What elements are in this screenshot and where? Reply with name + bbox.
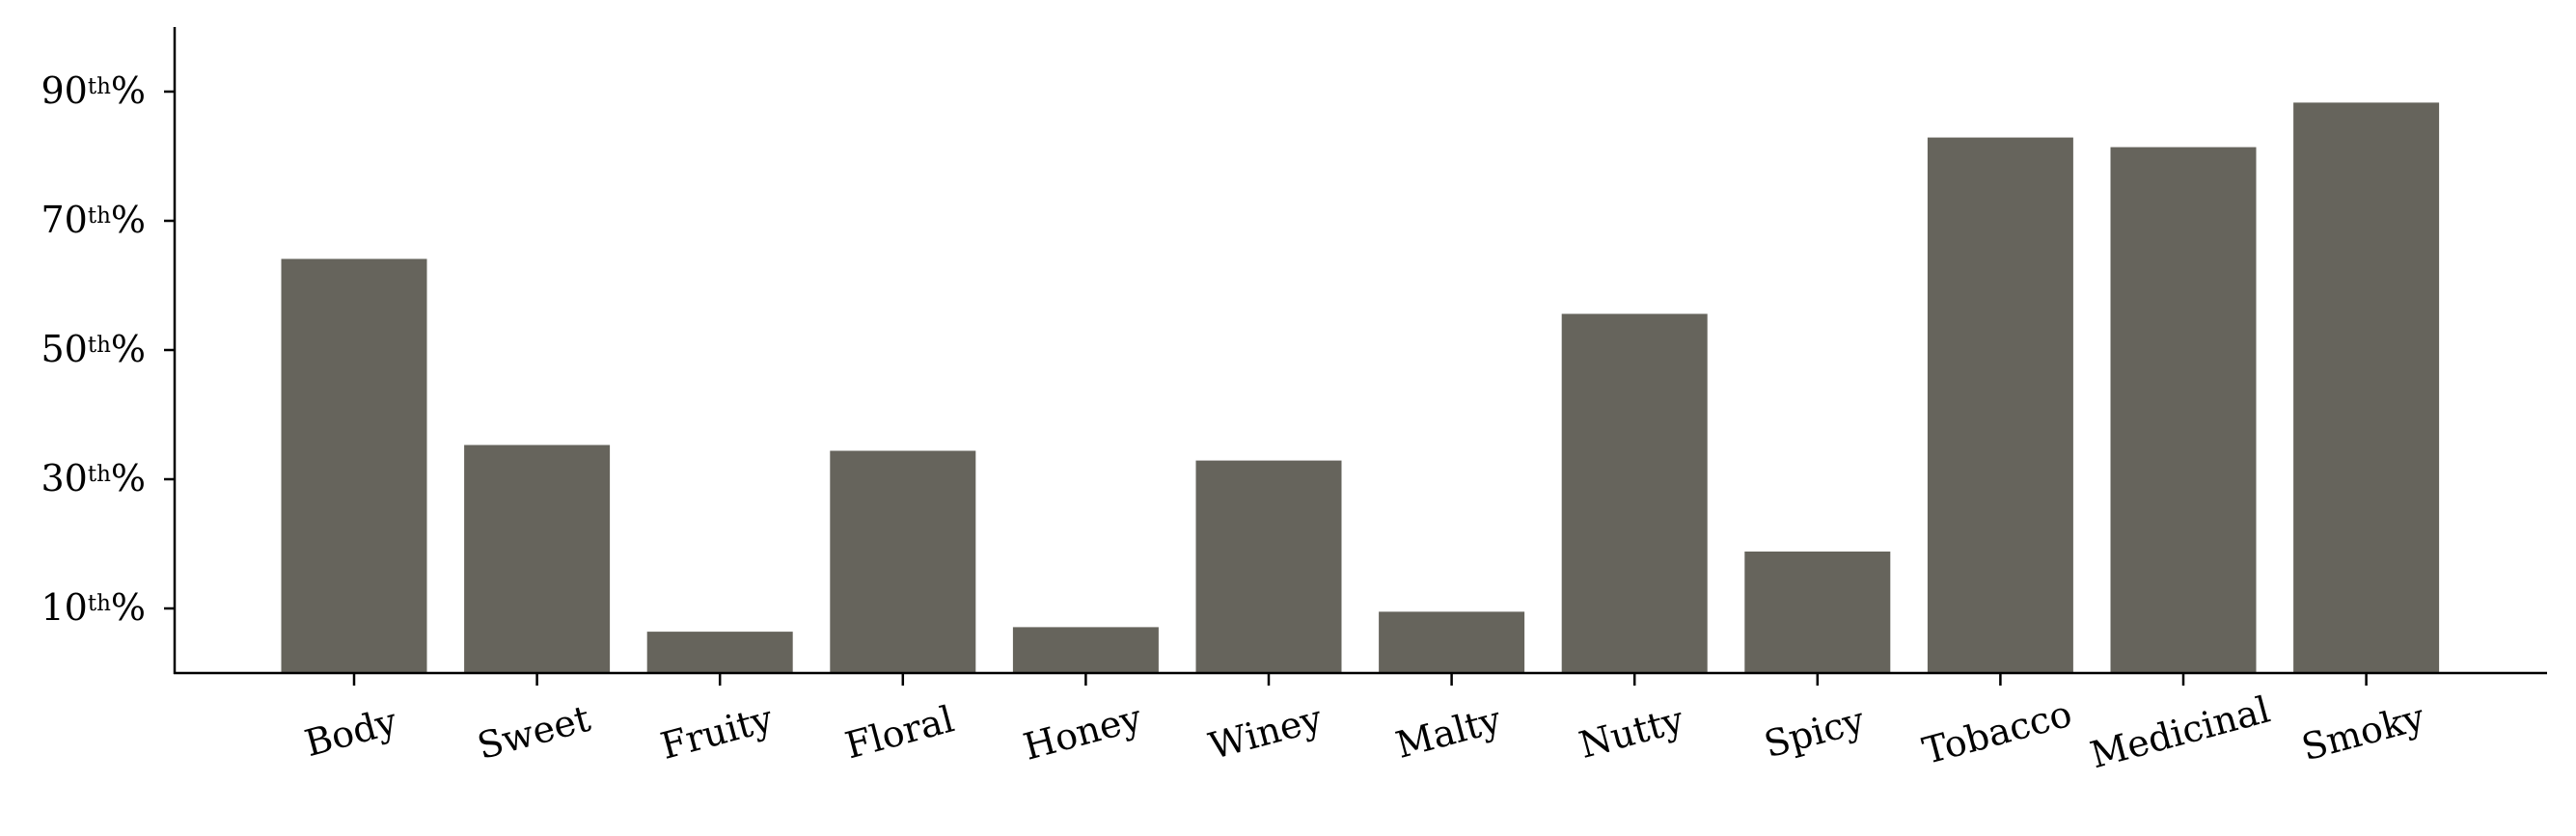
bar-malty [1379,611,1525,673]
bar-medicinal [2110,147,2257,674]
y-tick-label: 10th% [41,586,146,629]
x-tick-label-fruity: Fruity [656,697,778,768]
y-axis-ticks: 10th% 30th% 50th% 70th% 90th% [41,69,175,629]
bar-tobacco [1927,137,2073,674]
bar-honey [1012,627,1159,673]
bar-fruity [646,632,793,673]
bar-smoky [2293,102,2440,673]
y-tick-label: 90th% [41,69,146,112]
bar-nutty [1561,313,1708,673]
bar-spicy [1744,552,1891,673]
x-tick-label-winey: Winey [1204,697,1327,768]
bar-winey [1195,460,1342,673]
x-tick-label-body: Body [300,700,401,766]
x-tick-label-floral: Floral [841,697,959,767]
x-tick-label-tobacco: Tobacco [1918,692,2076,772]
x-tick-label-sweet: Sweet [473,697,594,768]
bar-body [281,258,427,673]
y-tick-label: 70th% [41,199,146,241]
y-tick-label: 30th% [41,457,146,499]
bar-floral [830,450,976,673]
x-tick-label-smoky: Smoky [2297,695,2429,769]
x-tick-label-medicinal: Medicinal [2086,688,2274,777]
x-axis-ticks: Body Sweet Fruity Floral Honey Winey Malty Nutt… [300,673,2429,776]
y-tick-label: 50th% [41,328,146,370]
x-tick-label-honey: Honey [1019,696,1146,769]
bars [281,102,2440,674]
x-tick-label-spicy: Spicy [1760,698,1870,766]
bar-sweet [464,445,611,673]
x-tick-label-nutty: Nutty [1575,698,1688,767]
x-tick-label-malty: Malty [1391,698,1506,767]
